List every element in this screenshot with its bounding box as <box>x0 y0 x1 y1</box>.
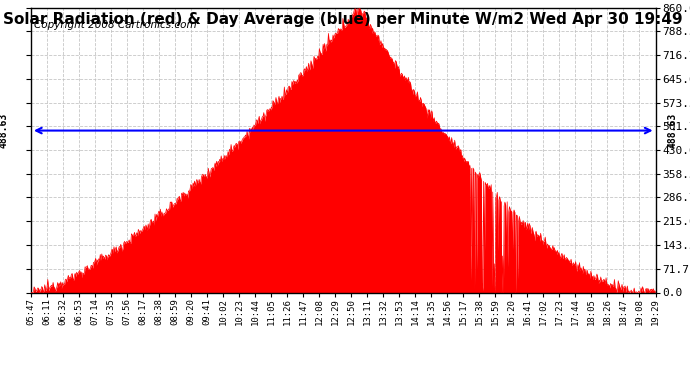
Text: 488.63: 488.63 <box>0 113 8 148</box>
Text: 488.63: 488.63 <box>668 113 678 148</box>
Text: Solar Radiation (red) & Day Average (blue) per Minute W/m2 Wed Apr 30 19:49: Solar Radiation (red) & Day Average (blu… <box>3 12 683 27</box>
Text: Copyright 2008 Cartronics.com: Copyright 2008 Cartronics.com <box>34 20 197 30</box>
